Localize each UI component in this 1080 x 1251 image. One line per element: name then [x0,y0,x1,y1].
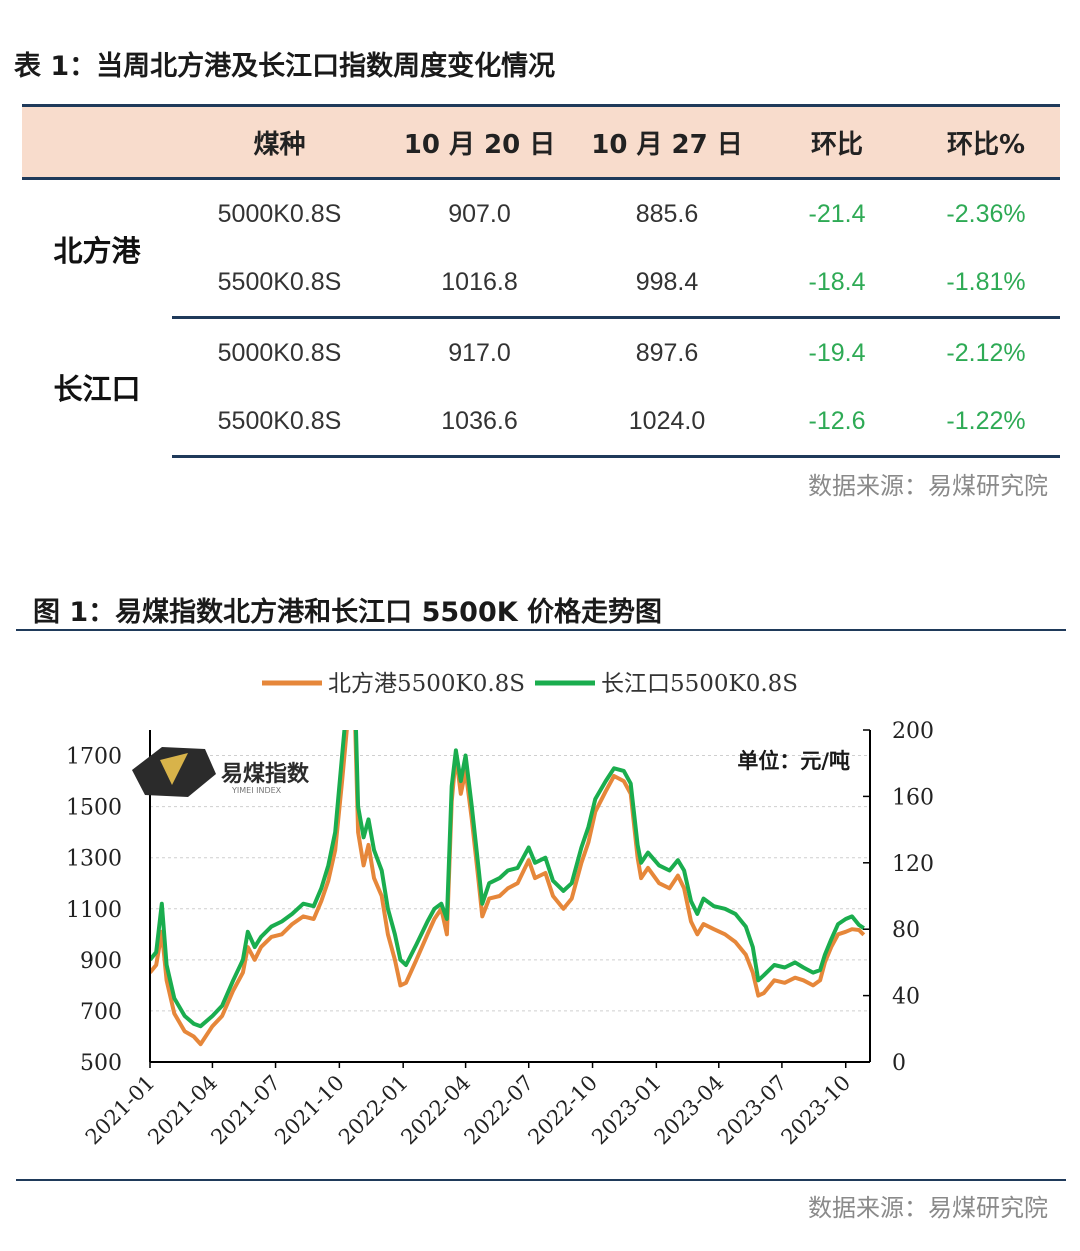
x-tick-label: 2021-10 [270,1071,349,1150]
figure-bottom-rule [16,1179,1066,1181]
header-oct27: 10 月 27 日 [572,104,762,180]
coal-cell: 5000K0.8S [217,199,342,228]
logo-subtext: YIMEI INDEX [231,786,282,795]
change-cell: -21.4 [808,199,866,228]
oct27-cell: 885.6 [635,199,699,228]
y-right-tick-label: 200 [892,719,934,744]
x-tick-label: 2023-04 [650,1071,729,1150]
figure-source: 数据来源：易煤研究院 [808,1194,1048,1222]
series-line-yangtze [150,730,865,1029]
figure-title: 图 1：易煤指数北方港和长江口 5500K 价格走势图 [33,597,663,628]
y-right-tick-label: 80 [892,918,920,943]
logo-accent-icon [160,753,188,785]
x-tick-label: 2023-10 [777,1071,856,1150]
change-cell: -19.4 [808,338,866,367]
y-left-tick-label: 1700 [66,745,122,770]
series-line-north [150,730,866,1047]
x-tick-label: 2023-07 [713,1071,792,1150]
y-left-tick-label: 700 [80,1000,122,1025]
table-header-row: 煤种 10 月 20 日 10 月 27 日 环比 环比% [22,104,1060,180]
table-row: 长江口 5000K0.8S 917.0 897.6 -19.4 -2.12% [22,318,1060,407]
change-pct-cell: -1.81% [912,248,1060,319]
coal-cell: 5000K0.8S [217,338,342,367]
yimei-logo: 易煤指数 YIMEI INDEX [132,747,310,797]
y-right-tick-label: 120 [892,852,934,877]
table-title: 表 1：当周北方港及长江口指数周度变化情况 [14,51,556,82]
header-change: 环比 [762,104,912,180]
group-label-yangtze: 长江口 [53,372,141,406]
group-label-north: 北方港 [53,233,141,268]
index-weekly-table: 煤种 10 月 20 日 10 月 27 日 环比 环比% 北方港 5000K0… [22,104,1060,458]
coal-cell: 5500K0.8S [172,248,387,319]
coal-cell: 5500K0.8S [172,387,387,458]
y-right-tick-label: 40 [892,985,920,1010]
change-cell: -18.4 [762,248,912,319]
x-tick-label: 2022-07 [460,1071,539,1150]
y-left-tick-label: 900 [80,949,122,974]
y-right-tick-label: 160 [892,785,934,810]
table-row: 北方港 5000K0.8S 907.0 885.6 -21.4 -2.36% [22,179,1060,268]
x-tick-label: 2021-04 [143,1071,222,1150]
legend-label-yangtze: 长江口5500K0.8S [601,671,798,697]
x-tick-label: 2022-04 [396,1071,475,1150]
header-oct20: 10 月 20 日 [387,104,572,180]
y-right-tick-label: 0 [892,1051,906,1076]
table-row: 5500K0.8S 1036.6 1024.0 -12.6 -1.22% [22,387,1060,458]
series-lines [150,730,866,1047]
header-change-pct: 环比% [912,104,1060,180]
x-tick-label: 2022-10 [523,1071,602,1150]
oct27-cell: 998.4 [572,248,762,319]
grid-lines [150,755,870,1012]
oct27-cell: 1024.0 [572,387,762,458]
chart-legend: 北方港5500K0.8S 长江口5500K0.8S [262,671,798,697]
unit-label: 单位：元/吨 [737,749,850,773]
header-group [22,104,172,180]
y-left-tick-label: 1300 [66,847,122,872]
oct27-cell: 897.6 [635,338,699,367]
header-coal: 煤种 [172,104,387,180]
logo-text: 易煤指数 [221,761,310,787]
change-pct-cell: -2.36% [946,199,1026,228]
oct20-cell: 1016.8 [387,248,572,319]
oct20-cell: 907.0 [448,199,511,228]
legend-label-north: 北方港5500K0.8S [328,671,525,697]
change-cell: -12.6 [762,387,912,458]
y-left-tick-label: 1500 [66,796,122,821]
y-left-tick-label: 500 [80,1051,122,1076]
price-trend-chart: 500 700 900 1100 1300 1500 1700 0 40 80 120 160 200 2… [66,671,934,1150]
figure-top-rule [16,629,1066,631]
change-pct-cell: -1.22% [912,387,1060,458]
oct20-cell: 917.0 [448,338,511,367]
x-tick-label: 2021-07 [206,1071,285,1150]
oct20-cell: 1036.6 [387,387,572,458]
table-source: 数据来源：易煤研究院 [808,472,1048,500]
y-left-tick-label: 1100 [66,898,122,923]
change-pct-cell: -2.12% [946,338,1026,367]
table-row: 5500K0.8S 1016.8 998.4 -18.4 -1.81% [22,248,1060,319]
